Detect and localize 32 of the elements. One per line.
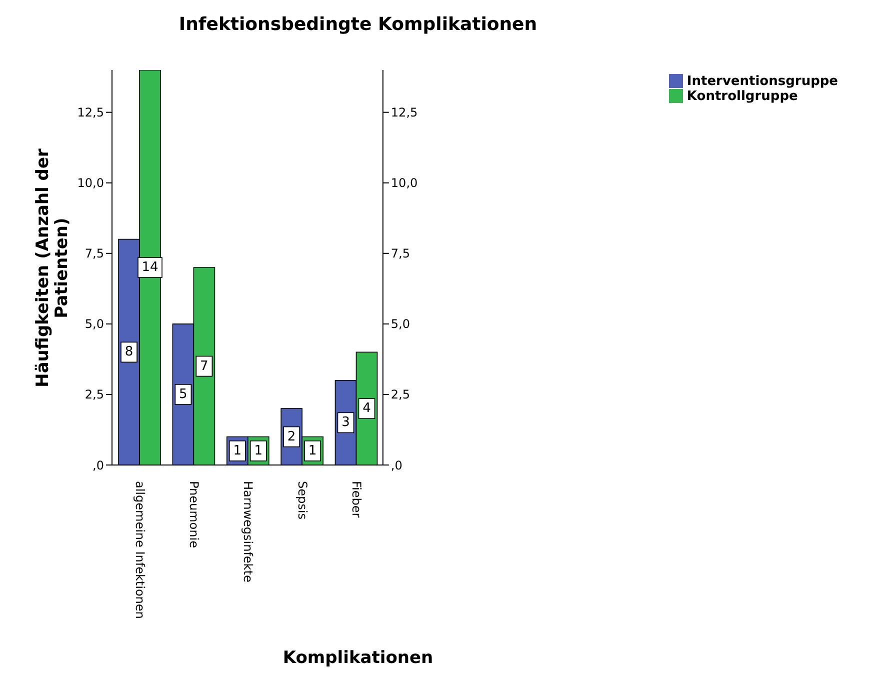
data-label: 8 <box>124 344 134 360</box>
data-label: 3 <box>342 415 350 430</box>
data-label: 2 <box>287 429 296 444</box>
data-label: 14 <box>142 260 158 275</box>
x-tick-label: Sepsis <box>295 481 310 520</box>
y-tick-label: 7,5 <box>84 246 104 261</box>
y2-tick-label: ,0 <box>390 458 402 472</box>
y-axis-title: Häufigkeiten (Anzahl der Patienten) <box>33 148 72 388</box>
y2-tick-label: 12,5 <box>390 106 418 120</box>
y-tick-label: 2,5 <box>84 388 104 402</box>
y2-tick-label: 2,5 <box>390 388 410 402</box>
y2-tick-label: 10,0 <box>390 176 418 190</box>
legend-label: Interventionsgruppe <box>686 74 838 89</box>
x-tick-label: Fieber <box>350 481 364 518</box>
x-tick-label: Pneumonie <box>186 481 201 548</box>
y2-tick-label: 5,0 <box>390 317 410 332</box>
y-tick-label: 10,0 <box>77 176 104 190</box>
data-label: 1 <box>308 443 317 458</box>
x-axis-title: Komplikationen <box>282 648 434 668</box>
y-tick-label: ,0 <box>92 458 104 472</box>
data-label: 5 <box>179 386 188 402</box>
x-tick-label: Harnwegsinfekte <box>241 481 256 582</box>
x-tick-label: allgemeine Infektionen <box>132 481 147 619</box>
data-label: 1 <box>233 443 242 458</box>
data-label: 4 <box>362 401 371 416</box>
y2-tick-label: 7,5 <box>390 246 410 261</box>
data-label: 7 <box>200 358 208 374</box>
y-tick-label: 12,5 <box>77 106 104 120</box>
chart-title: Infektionsbedingte Komplikationen <box>178 14 538 35</box>
y-tick-label: 5,0 <box>84 317 104 332</box>
data-label: 1 <box>254 443 263 458</box>
legend-label: Kontrollgruppe <box>686 89 798 104</box>
